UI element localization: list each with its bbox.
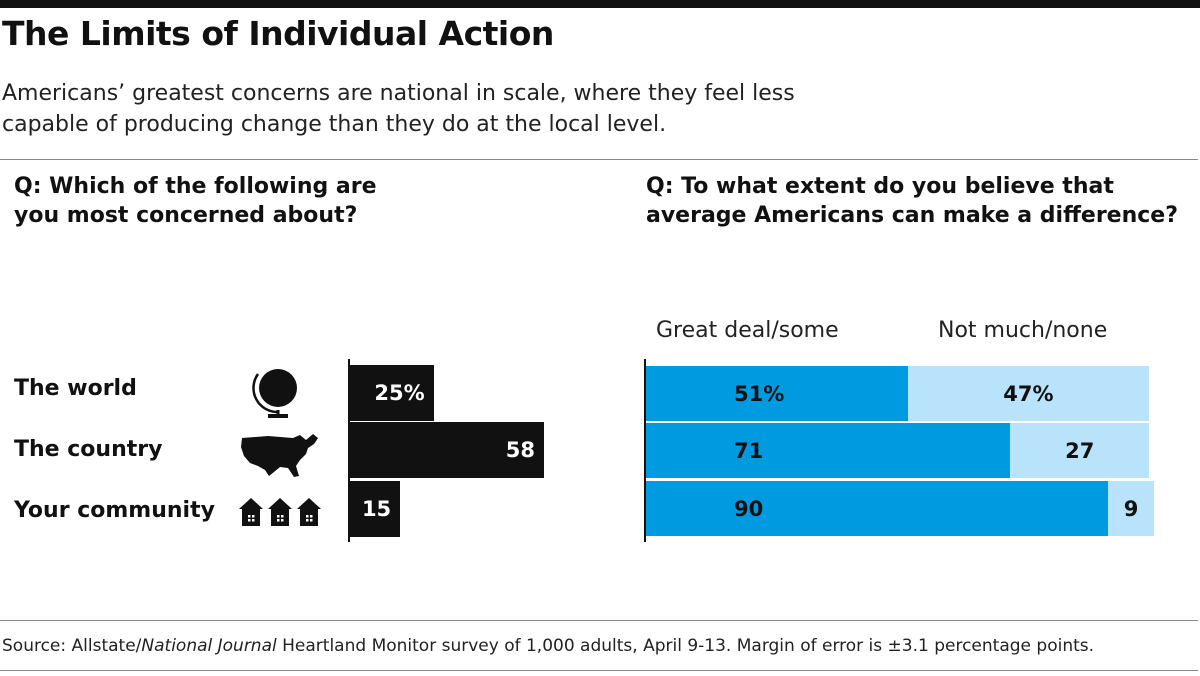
segment-value-label: 47% [1003, 381, 1054, 406]
segment-value-label: 51% [734, 381, 785, 406]
bottom-divider [0, 670, 1198, 671]
category-label-world: The world [14, 376, 137, 401]
page-title: The Limits of Individual Action [2, 14, 554, 53]
concern-bar: 25% [350, 365, 434, 421]
globe-icon [252, 369, 297, 418]
concern-bar: 15 [350, 481, 401, 537]
legend-not-much: Not much/none [938, 318, 1108, 343]
bar-value-label: 15 [361, 497, 392, 521]
houses-icon [239, 498, 321, 526]
segment-value-label: 90 [734, 496, 764, 521]
right-question: Q: To what extent do you believe that av… [646, 174, 1178, 228]
great-deal-segment: 90 [646, 481, 1108, 536]
right-chart-axis [644, 359, 646, 542]
top-rule [0, 0, 1200, 8]
footer-divider [0, 620, 1198, 621]
category-label-country: The country [14, 437, 163, 462]
not-much-segment: 47% [907, 366, 1150, 421]
bar-value-label: 58 [505, 438, 535, 462]
category-label-community: Your community [14, 498, 215, 523]
segment-value-label: 9 [1123, 496, 1139, 521]
bar-value-label: 25% [374, 381, 425, 405]
great-deal-segment: 51% [646, 366, 908, 421]
page-subtitle: Americans’ greatest concerns are nationa… [2, 81, 795, 137]
left-question: Q: Which of the following are you most c… [14, 174, 377, 228]
header-divider [0, 159, 1198, 160]
not-much-segment: 9 [1108, 481, 1155, 536]
great-deal-segment: 71 [646, 423, 1011, 478]
concern-bar: 58 [350, 422, 544, 478]
segment-value-label: 71 [734, 438, 764, 463]
legend-great-deal: Great deal/some [656, 318, 839, 343]
left-chart-axis [348, 359, 350, 542]
segment-value-label: 27 [1065, 438, 1095, 463]
not-much-segment: 27 [1010, 423, 1150, 478]
source-note: Source: Allstate/National Journal Heartl… [2, 636, 1095, 656]
us-map-icon [241, 434, 318, 477]
